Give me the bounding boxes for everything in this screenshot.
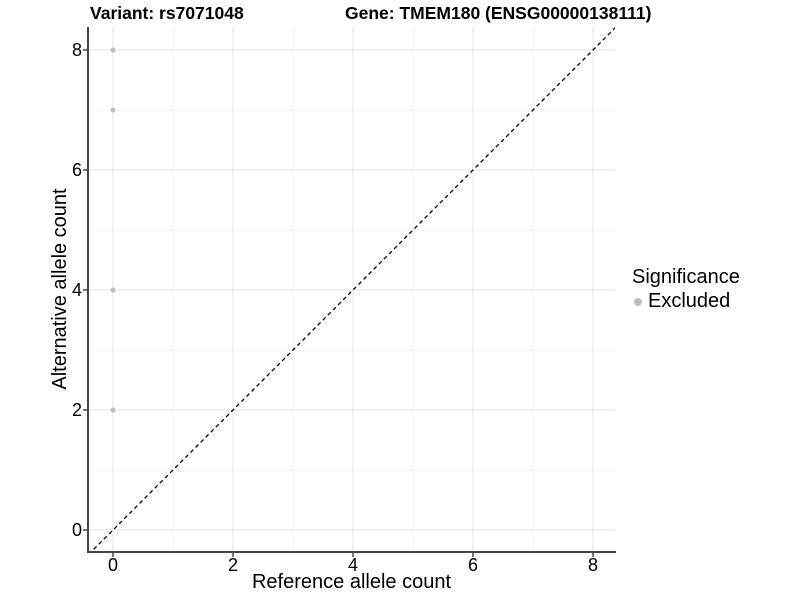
legend-key-dot (634, 297, 642, 306)
data-point (110, 287, 116, 293)
variant-title: Variant: rs7071048 (90, 3, 244, 23)
x-tick-label: 0 (107, 555, 119, 575)
data-point (110, 107, 116, 113)
data-point (110, 47, 116, 53)
x-axis-title: Reference allele count (251, 571, 451, 593)
x-tick-label: 8 (587, 555, 599, 575)
legend-title: Significance (632, 266, 740, 288)
legend-item-label: Excluded (648, 290, 731, 312)
x-tick-label: 2 (227, 555, 239, 575)
gene-title: Gene: TMEM180 (ENSG00000138111) (345, 3, 652, 23)
y-tick-label: 0 (71, 520, 82, 540)
x-tick-label: 4 (347, 555, 359, 575)
x-tick-label: 6 (467, 555, 479, 575)
y-axis-title: Alternative allele count (49, 188, 71, 390)
y-tick-label: 2 (71, 400, 82, 420)
y-tick-label: 4 (71, 280, 82, 300)
legend: Significance Excluded (632, 265, 740, 313)
y-tick-label: 6 (71, 160, 82, 180)
data-point (110, 407, 116, 413)
y-tick-label: 8 (71, 40, 82, 60)
legend-item-excluded: Excluded (632, 290, 740, 313)
identity-dashed-line (90, 27, 615, 552)
